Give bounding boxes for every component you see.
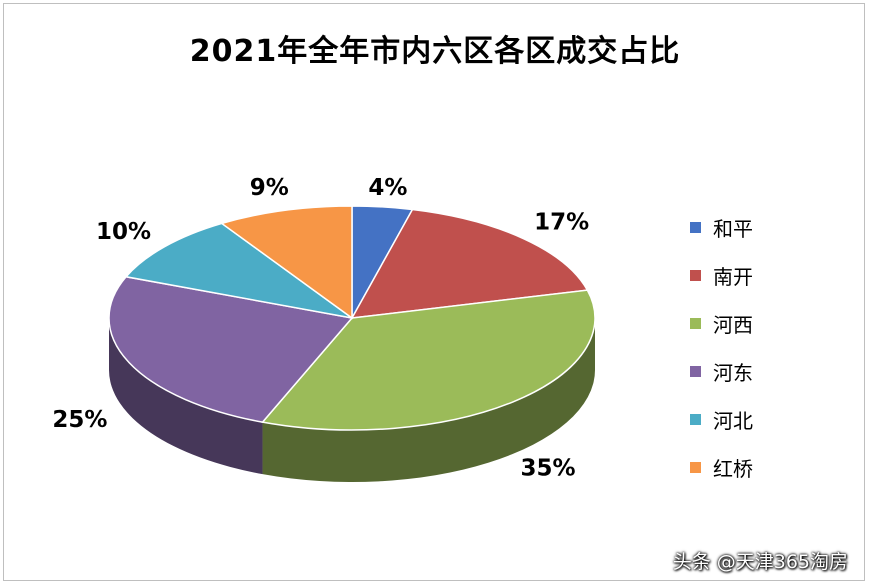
legend: 和平南开河西河东河北红桥 bbox=[690, 203, 753, 491]
pie-side-河东 bbox=[109, 318, 263, 475]
legend-label: 红桥 bbox=[713, 456, 753, 481]
data-label-和平: 4% bbox=[368, 175, 407, 201]
legend-swatch bbox=[690, 221, 701, 233]
legend-label: 和平 bbox=[713, 216, 753, 241]
legend-label: 河西 bbox=[713, 312, 753, 337]
legend-label: 河东 bbox=[713, 360, 753, 385]
pie-side-河西 bbox=[262, 318, 595, 482]
legend-item-河东: 河东 bbox=[690, 347, 753, 395]
watermark: 头条 @天津365淘房 bbox=[672, 551, 848, 573]
legend-swatch bbox=[690, 461, 701, 473]
legend-item-河北: 河北 bbox=[690, 395, 753, 443]
pie-slice-河西 bbox=[261, 289, 596, 431]
legend-item-和平: 和平 bbox=[690, 203, 753, 251]
legend-swatch bbox=[690, 365, 701, 377]
data-label-河西: 35% bbox=[521, 455, 576, 481]
legend-swatch bbox=[690, 269, 701, 281]
legend-item-南开: 南开 bbox=[690, 251, 753, 299]
legend-swatch bbox=[690, 317, 701, 329]
pie-slice-河东 bbox=[108, 275, 354, 423]
data-label-河北: 10% bbox=[96, 219, 151, 245]
legend-item-红桥: 红桥 bbox=[690, 443, 753, 491]
legend-item-河西: 河西 bbox=[690, 299, 753, 347]
pie-slice-河北 bbox=[124, 222, 353, 319]
legend-label: 河北 bbox=[713, 408, 753, 433]
legend-swatch bbox=[690, 413, 701, 425]
pie-slice-红桥 bbox=[220, 205, 353, 320]
data-label-河东: 25% bbox=[52, 407, 107, 433]
legend-label: 南开 bbox=[713, 264, 753, 289]
chart-title: 2021年全年市内六区各区成交占比 bbox=[189, 34, 681, 69]
pie-slice-南开 bbox=[350, 208, 589, 319]
data-label-南开: 17% bbox=[534, 209, 589, 235]
data-label-红桥: 9% bbox=[250, 175, 289, 201]
